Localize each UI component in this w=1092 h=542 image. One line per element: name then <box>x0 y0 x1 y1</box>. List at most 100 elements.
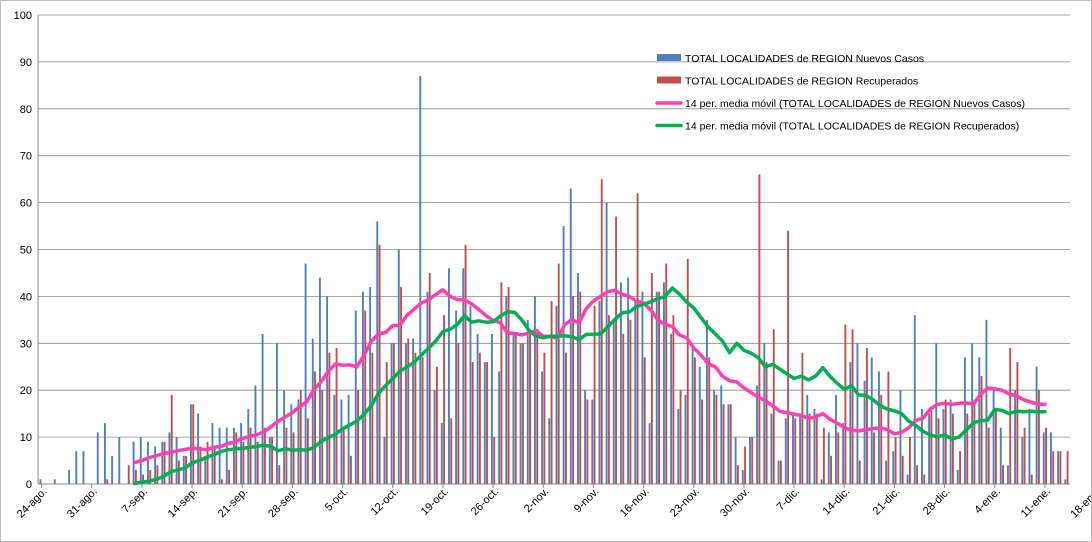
bar-nuevos-casos <box>863 380 866 484</box>
x-tick-label: 24-ago. <box>15 486 50 521</box>
bar-recuperados <box>271 437 274 484</box>
bar-recuperados <box>894 437 897 484</box>
bar-nuevos-casos <box>784 418 787 484</box>
bar-nuevos-casos <box>799 413 802 484</box>
bar-recuperados <box>1016 362 1019 484</box>
bar-recuperados <box>292 432 295 484</box>
bar-nuevos-casos <box>806 394 809 484</box>
bar-recuperados <box>923 474 926 484</box>
bar-recuperados <box>572 296 575 484</box>
bar-recuperados <box>665 263 668 484</box>
bar-nuevos-casos <box>899 390 902 484</box>
bar-recuperados <box>794 418 797 484</box>
bar-recuperados <box>213 446 216 484</box>
x-tick-label: 14-sep. <box>166 486 200 520</box>
bar-nuevos-casos <box>440 423 443 484</box>
bar-recuperados <box>536 329 539 484</box>
line-ma-recuperados <box>133 286 1047 486</box>
bar-nuevos-casos <box>885 460 888 484</box>
y-tick-label: 20 <box>20 385 32 397</box>
x-tick-label: 28-sep. <box>266 486 300 520</box>
bar-recuperados <box>428 272 431 484</box>
bar-recuperados <box>149 469 152 484</box>
bar-nuevos-casos <box>748 437 751 484</box>
bar-recuperados <box>973 399 976 484</box>
bar-nuevos-casos <box>677 408 680 484</box>
bar-recuperados <box>987 427 990 484</box>
bar-recuperados <box>865 347 868 484</box>
bar-nuevos-casos <box>189 404 192 484</box>
bar-nuevos-casos <box>655 291 658 484</box>
bar-nuevos-casos <box>347 394 350 484</box>
bar-nuevos-casos <box>555 305 558 484</box>
bar-nuevos-casos <box>311 338 314 484</box>
bar-recuperados <box>779 460 782 484</box>
bar-recuperados <box>235 432 238 484</box>
bar-recuperados <box>486 362 489 484</box>
bar-nuevos-casos <box>175 437 178 484</box>
legend-swatch-recuperados <box>657 76 681 84</box>
bar-nuevos-casos <box>591 399 594 484</box>
bar-recuperados <box>342 427 345 484</box>
bar-recuperados <box>357 390 360 484</box>
bar-recuperados <box>220 479 223 484</box>
bar-recuperados <box>851 329 854 484</box>
bar-nuevos-casos <box>992 390 995 484</box>
bar-nuevos-casos <box>1014 390 1017 484</box>
bar-nuevos-casos <box>462 268 465 484</box>
x-tick-label: 18-ene. <box>1068 486 1091 521</box>
bars <box>39 75 1069 485</box>
y-tick-label: 70 <box>20 151 32 163</box>
bar-nuevos-casos <box>1049 432 1052 484</box>
bar-nuevos-casos <box>268 437 271 484</box>
bar-nuevos-casos <box>75 451 78 484</box>
bar-nuevos-casos <box>490 333 493 484</box>
bar-nuevos-casos <box>662 282 665 484</box>
bar-nuevos-casos <box>928 413 931 484</box>
bar-nuevos-casos <box>956 469 959 484</box>
bar-recuperados <box>514 333 517 484</box>
bar-recuperados <box>693 357 696 484</box>
bar-nuevos-casos <box>118 437 121 484</box>
bar-recuperados <box>106 479 109 484</box>
bar-nuevos-casos <box>68 469 71 484</box>
bar-recuperados <box>177 460 180 484</box>
bar-recuperados <box>593 305 596 484</box>
bar-nuevos-casos <box>849 362 852 484</box>
bar-nuevos-casos <box>412 338 415 484</box>
bar-nuevos-casos <box>734 437 737 484</box>
bar-recuperados <box>557 263 560 484</box>
bar-nuevos-casos <box>1035 366 1038 484</box>
bar-recuperados <box>787 230 790 484</box>
bar-recuperados <box>930 408 933 484</box>
y-tick-label: 10 <box>20 432 32 444</box>
bar-recuperados <box>400 287 403 484</box>
bar-recuperados <box>658 291 661 484</box>
line-ma-nuevos-casos <box>133 288 1047 465</box>
bar-recuperados <box>457 343 460 484</box>
bar-recuperados <box>550 301 553 484</box>
bar-recuperados <box>1059 451 1062 484</box>
bar-nuevos-casos <box>1028 408 1031 484</box>
bar-nuevos-casos <box>691 343 694 484</box>
bar-nuevos-casos <box>39 479 42 484</box>
x-tick-label: 16-nov. <box>618 486 652 520</box>
bar-recuperados <box>1037 390 1040 484</box>
x-axis-ticks: 24-ago. 31-ago. 7-sep. 14-sep. 21-sep. 28-sep… <box>15 484 1091 521</box>
bar-recuperados <box>500 282 503 484</box>
bar-recuperados <box>443 315 446 484</box>
bar-nuevos-casos <box>498 371 501 484</box>
bar-nuevos-casos <box>777 460 780 484</box>
bar-nuevos-casos <box>920 408 923 484</box>
bar-recuperados <box>837 432 840 484</box>
bar-recuperados <box>1030 474 1033 484</box>
bar-recuperados <box>249 427 252 484</box>
bar-nuevos-casos <box>913 315 916 484</box>
bar-recuperados <box>256 441 259 484</box>
bar-recuperados <box>127 465 130 484</box>
bar-nuevos-casos <box>82 451 85 484</box>
bar-nuevos-casos <box>283 390 286 484</box>
legend-label-ma_recuperados: 14 per. media móvil (TOTAL LOCALIDADES d… <box>685 121 1019 133</box>
bar-recuperados <box>815 413 818 484</box>
